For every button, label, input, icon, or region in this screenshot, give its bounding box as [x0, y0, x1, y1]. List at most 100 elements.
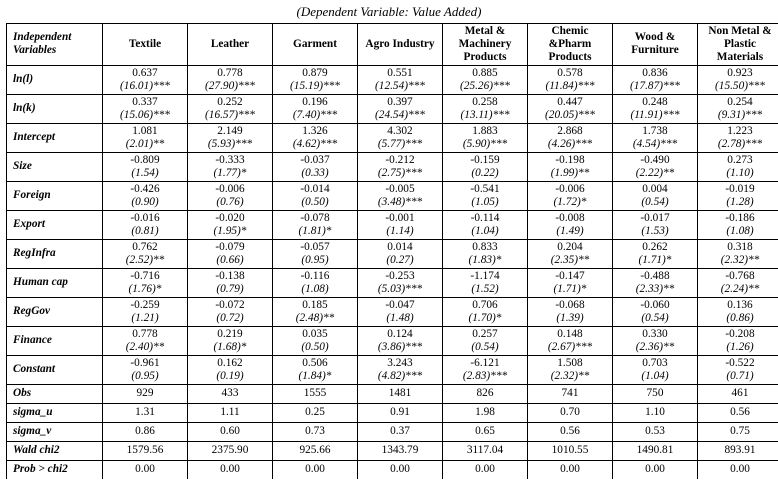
cell-value: 0.00 — [613, 460, 698, 479]
cell-value: -0.017(1.53) — [613, 210, 698, 239]
cell-value: 1.326(4.62)*** — [273, 123, 358, 152]
cell-value: 1.738(4.54)*** — [613, 123, 698, 152]
cell-value: 0.262(1.71)* — [613, 239, 698, 268]
cell-value: -0.253(5.03)*** — [358, 268, 443, 297]
cell-value: 0.885(25.26)*** — [443, 65, 528, 94]
cell-value: -0.522(0.71) — [698, 355, 778, 384]
cell-value: -1.174(1.52) — [443, 268, 528, 297]
cell-value: -0.001(1.14) — [358, 210, 443, 239]
cell-value: -0.138(0.79) — [188, 268, 273, 297]
cell-value: 0.136(0.86) — [698, 297, 778, 326]
cell-value: 0.56 — [698, 403, 778, 422]
cell-value: 433 — [188, 384, 273, 403]
cell-value: 1.883(5.90)*** — [443, 123, 528, 152]
row-label: sigma_v — [7, 422, 103, 441]
row-label: sigma_u — [7, 403, 103, 422]
cell-value: 0.86 — [103, 422, 188, 441]
cell-value: 0.37 — [358, 422, 443, 441]
cell-value: -0.488(2.33)** — [613, 268, 698, 297]
cell-value: 0.204(2.35)** — [528, 239, 613, 268]
cell-value: 0.254(9.31)*** — [698, 94, 778, 123]
cell-value: 0.778(2.40)** — [103, 326, 188, 355]
table-row: Human cap-0.716(1.76)*-0.138(0.79)-0.116… — [7, 268, 778, 297]
table-row: Constant-0.961(0.95)0.162(0.19)0.506(1.8… — [7, 355, 778, 384]
cell-value: -0.114(1.04) — [443, 210, 528, 239]
col-agro: Agro Industry — [358, 24, 443, 66]
row-label: ln(l) — [7, 65, 103, 94]
cell-value: 1.31 — [103, 403, 188, 422]
cell-value: 0.762(2.52)** — [103, 239, 188, 268]
cell-value: 0.273(1.10) — [698, 152, 778, 181]
table-row: Export-0.016(0.81)-0.020(1.95)*-0.078(1.… — [7, 210, 778, 239]
cell-value: 0.148(2.67)*** — [528, 326, 613, 355]
cell-value: 0.196(7.40)*** — [273, 94, 358, 123]
cell-value: -0.159(0.22) — [443, 152, 528, 181]
cell-value: -0.016(0.81) — [103, 210, 188, 239]
row-label: Wald chi2 — [7, 441, 103, 460]
cell-value: 0.836(17.87)*** — [613, 65, 698, 94]
cell-value: 0.65 — [443, 422, 528, 441]
row-label: Obs — [7, 384, 103, 403]
table-row: Finance0.778(2.40)**0.219(1.68)*0.035(0.… — [7, 326, 778, 355]
row-label: Size — [7, 152, 103, 181]
cell-value: 0.257(0.54) — [443, 326, 528, 355]
cell-value: -0.068(1.39) — [528, 297, 613, 326]
cell-value: 0.00 — [103, 460, 188, 479]
cell-value: 0.551(12.54)*** — [358, 65, 443, 94]
cell-value: 0.00 — [528, 460, 613, 479]
cell-value: 0.318(2.32)** — [698, 239, 778, 268]
cell-value: -0.147(1.71)* — [528, 268, 613, 297]
cell-value: 0.185(2.48)** — [273, 297, 358, 326]
table-row: ln(l)0.637(16.01)***0.778(27.90)***0.879… — [7, 65, 778, 94]
cell-value: 0.035(0.50) — [273, 326, 358, 355]
col-garment: Garment — [273, 24, 358, 66]
cell-value: -0.008(1.49) — [528, 210, 613, 239]
row-label: Foreign — [7, 181, 103, 210]
cell-value: 0.75 — [698, 422, 778, 441]
cell-value: 0.337(15.06)*** — [103, 94, 188, 123]
row-label: Finance — [7, 326, 103, 355]
cell-value: 0.014(0.27) — [358, 239, 443, 268]
cell-value: 0.637(16.01)*** — [103, 65, 188, 94]
row-label: RegInfra — [7, 239, 103, 268]
cell-value: -0.768(2.24)** — [698, 268, 778, 297]
table-row: Intercept1.081(2.01)**2.149(5.93)***1.32… — [7, 123, 778, 152]
cell-value: 1010.55 — [528, 441, 613, 460]
cell-value: 0.833(1.83)* — [443, 239, 528, 268]
table-row: Prob > chi20.000.000.000.000.000.000.000… — [7, 460, 778, 479]
cell-value: 4.302(5.77)*** — [358, 123, 443, 152]
cell-value: -0.716(1.76)* — [103, 268, 188, 297]
cell-value: 0.706(1.70)* — [443, 297, 528, 326]
cell-value: 893.91 — [698, 441, 778, 460]
cell-value: 2.868(4.26)*** — [528, 123, 613, 152]
cell-value: -0.006(1.72)* — [528, 181, 613, 210]
cell-value: 0.00 — [358, 460, 443, 479]
col-chem: Chemic &Pharm Products — [528, 24, 613, 66]
table-row: sigma_u1.311.110.250.911.980.701.100.56 — [7, 403, 778, 422]
cell-value: -0.186(1.08) — [698, 210, 778, 239]
cell-value: 1.10 — [613, 403, 698, 422]
row-label: Human cap — [7, 268, 103, 297]
cell-value: 3.243(4.82)*** — [358, 355, 443, 384]
cell-value: 826 — [443, 384, 528, 403]
table-row: Wald chi21579.562375.90925.661343.793117… — [7, 441, 778, 460]
cell-value: 741 — [528, 384, 613, 403]
cell-value: -0.208(1.26) — [698, 326, 778, 355]
cell-value: 0.124(3.86)*** — [358, 326, 443, 355]
cell-value: 0.60 — [188, 422, 273, 441]
cell-value: -0.057(0.95) — [273, 239, 358, 268]
cell-value: 1555 — [273, 384, 358, 403]
cell-value: -0.198(1.99)** — [528, 152, 613, 181]
cell-value: 929 — [103, 384, 188, 403]
cell-value: 0.330(2.36)** — [613, 326, 698, 355]
cell-value: 1.98 — [443, 403, 528, 422]
table-row: RegGov-0.259(1.21)-0.072(0.72)0.185(2.48… — [7, 297, 778, 326]
cell-value: 1481 — [358, 384, 443, 403]
cell-value: -0.490(2.22)** — [613, 152, 698, 181]
cell-value: 0.00 — [188, 460, 273, 479]
col-nonmetal: Non Metal & Plastic Materials — [698, 24, 778, 66]
cell-value: 0.53 — [613, 422, 698, 441]
cell-value: -0.961(0.95) — [103, 355, 188, 384]
header-independent-vars: Independent Variables — [7, 24, 103, 66]
cell-value: 461 — [698, 384, 778, 403]
